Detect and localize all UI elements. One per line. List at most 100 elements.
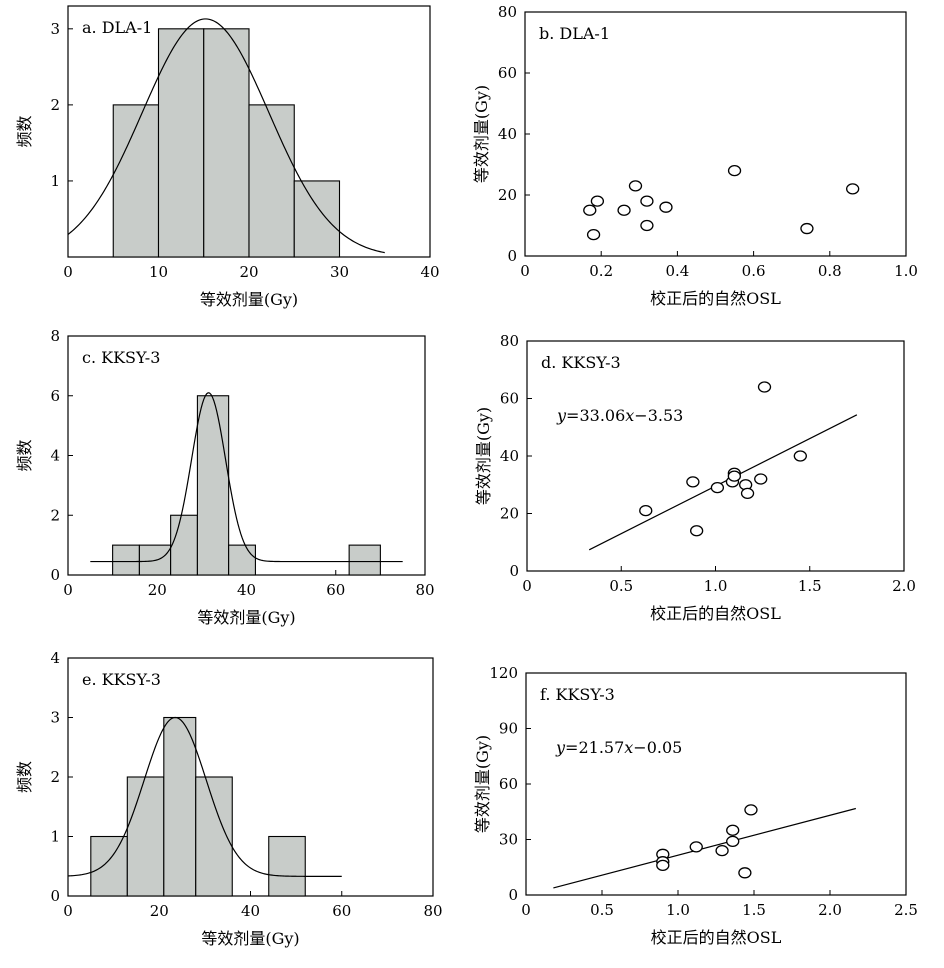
data-point <box>710 481 725 494</box>
y-tick-label: 1 <box>50 828 60 846</box>
equation-intercept: −3.53 <box>634 406 683 425</box>
normal-fit-curve <box>67 18 385 254</box>
data-point <box>726 824 740 836</box>
data-point <box>590 195 605 207</box>
data-point <box>686 476 700 488</box>
data-point <box>617 204 631 216</box>
regression-line <box>588 414 858 551</box>
x-tick-label: 2.0 <box>892 577 916 595</box>
histogram-c-kksy3: 0 20 40 60 80 0 2 4 6 8 等效剂量(Gy) 频数 c. KKSY-3 <box>15 327 435 627</box>
y-axis-label: 频数 <box>15 439 34 471</box>
equation-slope: =33.06 <box>566 406 625 425</box>
x-tick-label: 40 <box>420 263 439 281</box>
data-point <box>727 470 741 482</box>
histogram-bar <box>248 104 295 258</box>
data-point <box>690 525 704 537</box>
y-tick-label: 30 <box>499 831 518 849</box>
data-point <box>689 841 703 853</box>
y-tick-label: 3 <box>50 20 60 38</box>
histogram-bar <box>163 716 197 897</box>
y-tick-label: 2 <box>50 506 60 524</box>
x-tick-label: 1.0 <box>704 577 728 595</box>
scatter-d-kksy3: 0 0.5 1.0 1.5 2.0 0 20 40 60 80 校正后的自然OSL 等效剂量(Gy) d… <box>474 332 916 623</box>
x-axis-label: 校正后的自然OSL <box>650 289 781 308</box>
histogram-bar <box>157 28 205 258</box>
x-tick-label: 0.6 <box>742 262 766 280</box>
histogram-bar <box>170 514 198 576</box>
y-tick-label: 2 <box>50 768 60 786</box>
data-point <box>586 228 601 241</box>
x-tick-label: 1.5 <box>742 901 766 919</box>
x-tick-label: 80 <box>423 902 442 920</box>
y-tick-label: 0 <box>50 887 60 905</box>
regression-equation: y=21.57x−0.05 <box>555 738 682 757</box>
data-point <box>793 450 807 462</box>
histogram-bar <box>203 28 250 258</box>
x-tick-label: 0.5 <box>590 901 614 919</box>
y-tick-label: 1 <box>50 172 60 190</box>
y-tick-label: 0 <box>507 247 517 265</box>
histogram-bar <box>112 104 160 258</box>
plot-frame <box>525 672 907 896</box>
x-tick-label: 10 <box>149 263 168 281</box>
regression-line <box>553 807 856 889</box>
histogram-bar <box>126 776 165 897</box>
y-tick-label: 0 <box>508 886 518 904</box>
x-tick-label: 0 <box>522 577 532 595</box>
histogram-bar <box>196 395 230 576</box>
y-tick-label: 60 <box>500 390 519 408</box>
data-point <box>639 504 653 517</box>
x-tick-label: 0.2 <box>589 262 613 280</box>
equation-slope: =21.57 <box>565 738 624 757</box>
y-tick-label: 4 <box>50 447 60 465</box>
y-tick-label: 90 <box>499 720 518 738</box>
histogram-bar <box>90 835 128 897</box>
equation-y: y <box>555 738 566 757</box>
y-tick-label: 3 <box>50 709 60 727</box>
x-tick-label: 0 <box>63 581 73 599</box>
panel-title: f. KKSY-3 <box>540 685 615 704</box>
data-point <box>726 835 740 847</box>
scatter-b-dla1: 0 0.2 0.4 0.6 0.8 1.0 0 20 40 60 80 校正后的自然OSL 等效剂量(G… <box>472 3 918 308</box>
x-tick-label: 60 <box>332 902 351 920</box>
histogram-e-kksy3: 0 20 40 60 80 0 1 2 3 4 等效剂量(Gy) 频数 e. KKSY-3 <box>15 649 443 948</box>
x-tick-label: 20 <box>148 581 167 599</box>
x-tick-label: 40 <box>237 581 256 599</box>
data-point <box>757 381 772 393</box>
data-point <box>715 844 729 857</box>
y-tick-label: 60 <box>499 775 518 793</box>
panel-title: c. KKSY-3 <box>82 348 160 367</box>
data-point <box>659 201 673 213</box>
histogram-bar <box>348 544 381 576</box>
scatter-f-kksy3: 0 0.5 1.0 1.5 2.0 2.5 0 30 60 90 120 校正后的自然OSL 等效剂量(… <box>473 664 918 947</box>
normal-fit-curve <box>90 392 403 563</box>
x-tick-label: 40 <box>241 902 260 920</box>
x-axis-label: 校正后的自然OSL <box>650 604 781 623</box>
x-tick-label: 60 <box>326 581 345 599</box>
data-point <box>656 859 670 872</box>
plot-frame <box>524 11 907 257</box>
data-point <box>640 219 654 232</box>
data-point <box>727 164 742 177</box>
y-tick-label: 0 <box>509 562 519 580</box>
x-axis-label: 等效剂量(Gy) <box>200 290 298 309</box>
x-tick-label: 0.5 <box>609 577 633 595</box>
x-tick-label: 0 <box>63 263 73 281</box>
regression-equation: y=33.06x−3.53 <box>556 406 683 425</box>
equation-intercept: −0.05 <box>633 738 682 757</box>
data-point <box>740 487 755 500</box>
histogram-a-dla1: 0 10 20 30 40 1 2 3 等效剂量(Gy) 频数 a. DLA-1 <box>15 5 440 309</box>
panel-title: e. KKSY-3 <box>82 670 161 689</box>
panel-title: d. KKSY-3 <box>541 353 621 372</box>
y-axis-label: 频数 <box>15 115 34 147</box>
x-tick-label: 20 <box>239 263 258 281</box>
x-tick-label: 0.4 <box>665 262 689 280</box>
data-point <box>738 867 752 879</box>
data-point <box>744 804 758 816</box>
x-tick-label: 0 <box>521 901 531 919</box>
x-tick-label: 30 <box>330 263 349 281</box>
y-tick-label: 20 <box>498 186 517 204</box>
equation-x: x <box>624 738 633 757</box>
y-tick-label: 40 <box>498 125 517 143</box>
